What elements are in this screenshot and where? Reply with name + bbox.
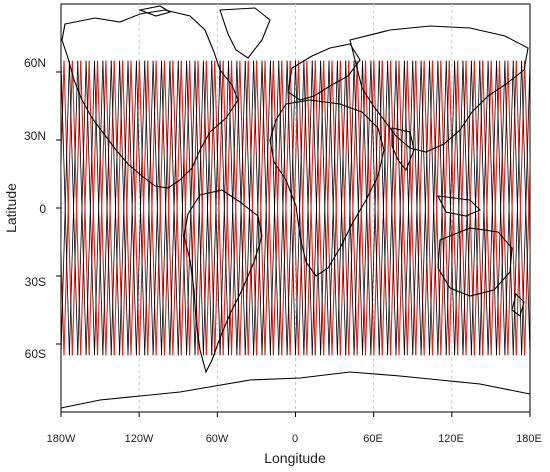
- ground-track: [236, 60, 246, 356]
- ground-track: [345, 60, 355, 356]
- ground-track: [94, 60, 104, 356]
- ground-track: [186, 60, 196, 356]
- coast-north-america: [61, 9, 239, 189]
- y-tick-label: 30S: [25, 275, 46, 289]
- ground-track: [524, 60, 530, 270]
- x-tick-label: 180W: [47, 433, 76, 445]
- ground-track: [336, 60, 347, 356]
- y-tick-label: 30N: [24, 129, 46, 143]
- coast-india: [391, 127, 415, 172]
- y-tick-label: 60S: [25, 347, 46, 361]
- ground-track: [462, 60, 472, 356]
- coast-indonesia: [437, 195, 481, 217]
- coast-south-america: [183, 189, 263, 374]
- ground-track: [102, 60, 112, 356]
- x-tick-label: 120W: [125, 433, 154, 445]
- ground-track: [529, 341, 530, 356]
- ground-track: [320, 60, 330, 356]
- x-tick-label: 60E: [363, 433, 383, 445]
- ground-track: [202, 60, 213, 356]
- ground-track: [295, 60, 305, 356]
- ground-track: [47, 61, 55, 356]
- ground-track: [219, 60, 229, 356]
- ground-track: [470, 60, 481, 356]
- ground-track: [437, 60, 447, 356]
- ground-track: [161, 60, 171, 356]
- ground-track: [521, 60, 530, 356]
- ground-track: [144, 60, 154, 356]
- ground-track: [244, 60, 255, 356]
- coast-arctic-islands: [138, 5, 172, 17]
- coastlines: [60, 5, 531, 409]
- axis-ticks: [56, 71, 531, 417]
- coast-asia: [349, 25, 529, 153]
- coast-antarctica: [60, 371, 531, 409]
- ground-track: [420, 60, 430, 356]
- ground-track: [261, 60, 271, 356]
- ground-track: [110, 60, 121, 356]
- x-tick-labels: 180W 120W 60W 0 60E 120E 180E: [47, 433, 542, 445]
- ground-track: [429, 60, 439, 356]
- y-axis-label: Latitude: [3, 183, 19, 233]
- ground-track: [194, 60, 204, 356]
- ground-track: [403, 60, 414, 356]
- ground-track: [387, 60, 397, 356]
- black-ground-tracks: [61, 60, 546, 356]
- ground-track: [177, 60, 188, 356]
- ground-track: [127, 60, 137, 356]
- ground-track: [454, 60, 464, 356]
- x-tick-label: 180E: [516, 433, 542, 445]
- x-tick-label: 120E: [438, 433, 464, 445]
- x-tick-label: 0: [292, 433, 298, 445]
- ground-track: [47, 61, 55, 356]
- ground-track: [362, 60, 372, 356]
- ground-track: [303, 60, 313, 356]
- ground-track: [512, 60, 523, 356]
- ground-track: [169, 60, 179, 356]
- ground-track: [378, 60, 389, 356]
- ground-track: [228, 60, 238, 356]
- ground-track: [370, 60, 380, 356]
- ground-track: [253, 60, 263, 356]
- ground-track: [541, 61, 549, 356]
- ground-track: [533, 61, 541, 356]
- x-tick-label: 60W: [206, 433, 229, 445]
- coast-africa: [269, 99, 385, 277]
- ground-track: [68, 60, 79, 356]
- ground-track: [269, 60, 280, 356]
- coast-australia: [437, 227, 513, 297]
- ground-track: [538, 61, 546, 356]
- y-tick-labels: 60N 30N 0 30S 60S: [24, 56, 46, 361]
- ground-track: [504, 60, 514, 356]
- ground-track: [412, 60, 422, 356]
- ground-track: [487, 60, 497, 356]
- ground-track: [286, 60, 296, 356]
- coast-new-zealand: [511, 292, 525, 317]
- coast-europe: [287, 43, 361, 101]
- ground-track: [529, 60, 530, 75]
- ground-track: [533, 61, 541, 356]
- y-tick-label: 0: [39, 202, 46, 216]
- ground-track: [61, 60, 70, 356]
- ground-track: [496, 60, 506, 356]
- x-axis-label: Longitude: [264, 450, 326, 466]
- ground-track: [77, 60, 87, 356]
- ground-track: [328, 60, 338, 356]
- ground-track: [119, 60, 129, 356]
- ground-track: [538, 61, 546, 356]
- ground-track: [278, 60, 288, 356]
- ground-track: [541, 61, 549, 356]
- ground-track: [479, 60, 489, 356]
- ground-track: [395, 60, 405, 356]
- y-tick-label: 60N: [24, 56, 46, 70]
- ground-track: [211, 60, 221, 356]
- ground-track: [445, 60, 456, 356]
- ground-track: [311, 60, 322, 356]
- ground-track: [152, 60, 162, 356]
- ground-track: [135, 60, 146, 356]
- coast-greenland: [219, 7, 271, 59]
